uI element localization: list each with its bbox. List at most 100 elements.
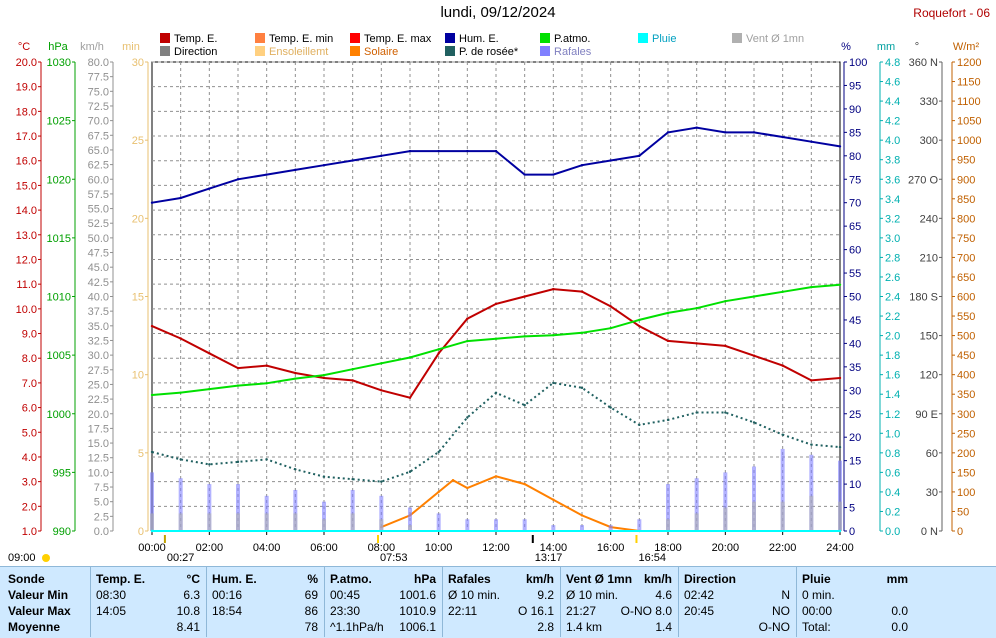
table-cell-time: 0 min. <box>802 588 835 602</box>
table-cell-time: Ø 10 min. <box>448 588 501 602</box>
solar-axis-label: 200 <box>957 448 975 460</box>
press-axis-label: 1030 <box>47 57 71 69</box>
temp-axis-label: 5.0 <box>22 427 37 439</box>
bar-rafales <box>494 519 498 531</box>
point-p-atmo <box>638 318 641 322</box>
wind-axis-label: 57.5 <box>88 189 109 201</box>
legend-label: Temp. E. min <box>269 33 334 45</box>
temp-axis-label: 7.0 <box>22 378 37 390</box>
table-cell-time: 21:27 <box>566 604 597 618</box>
table-cell-value: 1.4 <box>655 620 672 634</box>
point-hum-e <box>236 178 240 181</box>
dir-axis-label: 120 <box>920 370 938 382</box>
wind-axis-label: 27.5 <box>88 365 109 377</box>
point-p-de-ros-e <box>552 381 555 385</box>
point-temp-e <box>838 376 842 380</box>
temp-axis-label: 4.0 <box>22 452 37 464</box>
point-p-atmo <box>523 335 526 338</box>
sun-axis-label: 20 <box>132 213 144 225</box>
hum-axis-label: 45 <box>849 315 861 327</box>
wind-axis-label: 72.5 <box>88 101 109 113</box>
point-temp-e <box>781 364 784 367</box>
legend-label: Temp. E. <box>174 33 218 45</box>
hum-axis-label: 80 <box>849 151 861 163</box>
legend-swatch <box>160 46 170 56</box>
legend-item: Ensoleillemt <box>255 46 328 58</box>
temp-axis-label: 12.0 <box>16 254 37 266</box>
rain-axis-label: 1.0 <box>885 428 900 440</box>
press-unit: hPa <box>48 41 68 53</box>
table-header: Vent Ø 1mn <box>566 572 633 586</box>
table-cell-value: O-NO <box>758 620 790 634</box>
table-cell-value: 69 <box>304 588 318 602</box>
bar-rafales <box>752 466 756 531</box>
solar-axis-label: 700 <box>957 252 975 264</box>
wind-axis-label: 10.0 <box>88 467 109 479</box>
table-cell-time: 14:05 <box>96 604 127 618</box>
dir-axis-label: 60 <box>926 448 938 460</box>
point-p-de-ros-e <box>208 463 211 466</box>
bar-rafales <box>465 519 470 531</box>
table-separator <box>206 566 207 637</box>
table-cell-value: 0.0 <box>891 620 908 634</box>
point-temp-e <box>179 337 182 340</box>
solar-axis-label: 650 <box>957 272 975 284</box>
hum-axis-label: 5 <box>849 503 855 515</box>
table-header-unit: km/h <box>643 572 672 586</box>
sun-axis-label: 25 <box>132 135 144 147</box>
hum-axis-label: 95 <box>849 80 861 92</box>
table-cell-value: 78 <box>304 620 318 634</box>
legend-swatch <box>350 33 360 43</box>
solar-axis-label: 750 <box>957 233 975 245</box>
table-cell-value: 1010.9 <box>399 604 436 618</box>
temp-axis-label: 1.0 <box>22 526 37 538</box>
sun-axis-label: 15 <box>132 292 144 304</box>
dir-axis-label: 90 E <box>915 409 938 421</box>
point-p-atmo <box>580 331 584 335</box>
point-p-de-ros-e <box>150 450 154 454</box>
bar-vent-1mn <box>666 519 670 531</box>
point-temp-e <box>380 389 383 392</box>
table-cell-time: 02:42 <box>684 588 715 602</box>
temp-axis-label: 15.0 <box>16 180 37 192</box>
point-p-de-ros-e <box>265 458 268 461</box>
bar-rafales <box>666 484 670 531</box>
wind-axis-label: 75.0 <box>88 86 109 98</box>
point-solaire <box>523 482 526 486</box>
legend-label: P. de rosée* <box>459 46 519 58</box>
point-p-atmo <box>752 295 756 298</box>
wind-axis-label: 62.5 <box>88 160 109 172</box>
point-hum-e <box>265 173 268 176</box>
rain-axis-label: 3.2 <box>885 213 900 225</box>
point-hum-e <box>351 159 354 162</box>
point-hum-e <box>179 196 182 200</box>
hum-axis-label: 55 <box>849 268 861 280</box>
wind-axis-label: 67.5 <box>88 130 109 142</box>
point-p-de-ros-e <box>466 416 469 419</box>
rain-axis-label: 4.2 <box>885 116 900 128</box>
x-tick-label: 18:00 <box>654 542 682 554</box>
point-hum-e <box>150 201 154 204</box>
point-p-atmo <box>724 299 727 303</box>
bar-vent-1mn <box>408 525 412 531</box>
x-tick-label: 00:00 <box>138 542 166 554</box>
point-hum-e <box>724 131 727 134</box>
legend-swatch <box>255 33 265 43</box>
bar-rafales <box>236 484 240 531</box>
temp-axis-label: 10.0 <box>16 304 37 316</box>
legend-item: Temp. E. <box>160 33 217 45</box>
dir-axis-label: 150 <box>920 331 938 343</box>
wind-unit: km/h <box>80 41 104 53</box>
table-separator <box>796 566 797 637</box>
table-cell-value: 9.2 <box>537 588 554 602</box>
table-cell-value: N <box>781 588 790 602</box>
point-p-atmo <box>810 285 813 289</box>
point-p-de-ros-e <box>580 386 584 390</box>
wind-axis-label: 37.5 <box>88 306 109 318</box>
table-header: Pluie <box>802 572 831 586</box>
point-p-atmo <box>781 290 784 294</box>
wind-axis-label: 35.0 <box>88 321 109 333</box>
legend-item: Temp. E. min <box>255 33 333 45</box>
point-p-atmo <box>351 367 354 371</box>
point-p-de-ros-e <box>236 460 240 464</box>
